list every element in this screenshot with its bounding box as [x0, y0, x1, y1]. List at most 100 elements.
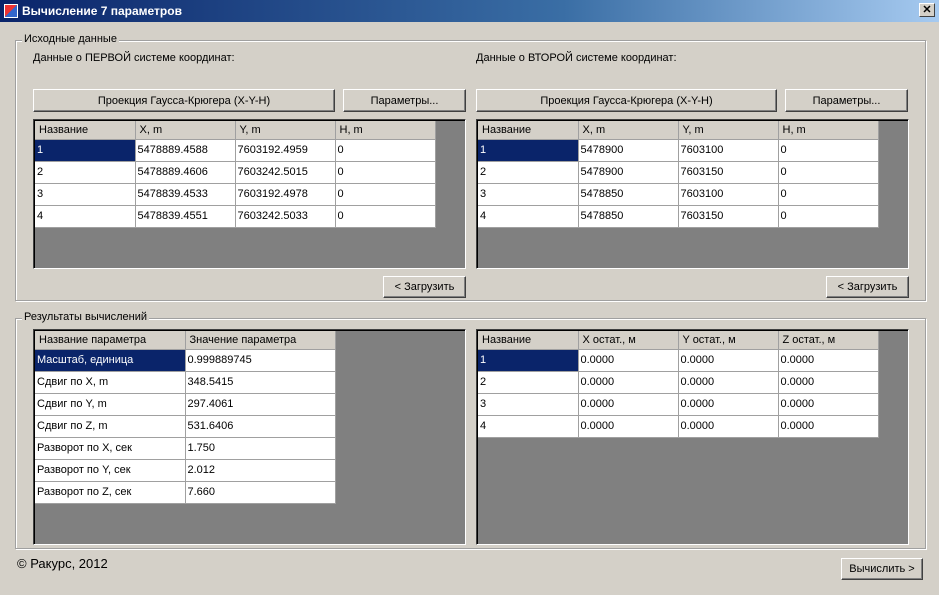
table-cell[interactable]: 4: [478, 205, 579, 228]
column-header[interactable]: H, m: [335, 121, 436, 140]
first-params-button[interactable]: Параметры...: [343, 89, 466, 112]
table-cell[interactable]: 0: [778, 139, 879, 162]
table-cell[interactable]: Сдвиг по X, m: [35, 371, 186, 394]
title-bar[interactable]: Вычисление 7 параметров ✕: [0, 0, 939, 22]
column-header[interactable]: X, m: [578, 121, 679, 140]
column-header[interactable]: H, m: [778, 121, 879, 140]
table-cell[interactable]: Разворот по X, сек: [35, 437, 186, 460]
table-cell[interactable]: 0: [335, 139, 436, 162]
table-row[interactable]: 2 0.0000 0.0000 0.0000: [478, 371, 879, 394]
column-header[interactable]: Название: [478, 121, 579, 140]
second-params-button[interactable]: Параметры...: [785, 89, 908, 112]
table-cell[interactable]: 4: [478, 415, 579, 438]
table-cell[interactable]: 0: [778, 205, 879, 228]
table-cell[interactable]: Сдвиг по Z, m: [35, 415, 186, 438]
table-cell[interactable]: 0.0000: [678, 415, 779, 438]
table-cell[interactable]: Масштаб, единица: [35, 349, 186, 372]
table-cell[interactable]: 3: [478, 393, 579, 416]
table-cell[interactable]: 7.660: [185, 481, 336, 504]
table-cell[interactable]: 7603192.4978: [235, 183, 336, 206]
params-grid[interactable]: Название параметра Значение параметра Масш…: [33, 329, 466, 545]
table-row[interactable]: Разворот по Z, сек 7.660: [35, 481, 336, 504]
table-cell[interactable]: 5478850: [578, 183, 679, 206]
table-cell[interactable]: 5478900: [578, 161, 679, 184]
table-cell[interactable]: 3: [478, 183, 579, 206]
table-cell[interactable]: 7603150: [678, 205, 779, 228]
table-row[interactable]: 1 5478889.4588 7603192.4959 0: [35, 139, 436, 162]
table-cell[interactable]: 0.0000: [678, 349, 779, 372]
second-coords-grid[interactable]: Название X, m Y, m H, m 1 5478900 7603100 0 2 547…: [476, 119, 909, 269]
column-header[interactable]: Название: [478, 331, 579, 350]
table-cell[interactable]: 0.0000: [678, 393, 779, 416]
column-header[interactable]: Название параметра: [35, 331, 186, 350]
table-row[interactable]: 2 5478889.4606 7603242.5015 0: [35, 161, 436, 184]
table-cell[interactable]: 7603100: [678, 139, 779, 162]
column-header[interactable]: Y остат., м: [678, 331, 779, 350]
table-row[interactable]: 4 5478839.4551 7603242.5033 0: [35, 205, 436, 228]
table-cell[interactable]: 0.0000: [678, 371, 779, 394]
table-row[interactable]: Сдвиг по Z, m 531.6406: [35, 415, 336, 438]
table-row[interactable]: Сдвиг по Y, m 297.4061: [35, 393, 336, 416]
table-cell[interactable]: 0.0000: [578, 349, 679, 372]
table-cell[interactable]: 7603192.4959: [235, 139, 336, 162]
table-cell[interactable]: 531.6406: [185, 415, 336, 438]
table-row[interactable]: 2 5478900 7603150 0: [478, 161, 879, 184]
table-cell[interactable]: 0.0000: [578, 393, 679, 416]
table-cell[interactable]: 5478839.4533: [135, 183, 236, 206]
table-row[interactable]: 4 5478850 7603150 0: [478, 205, 879, 228]
table-cell[interactable]: Сдвиг по Y, m: [35, 393, 186, 416]
column-header[interactable]: X, m: [135, 121, 236, 140]
column-header[interactable]: Название: [35, 121, 136, 140]
table-row[interactable]: 4 0.0000 0.0000 0.0000: [478, 415, 879, 438]
table-cell[interactable]: 0.0000: [578, 415, 679, 438]
table-row[interactable]: 1 5478900 7603100 0: [478, 139, 879, 162]
table-cell[interactable]: 2: [478, 161, 579, 184]
table-row[interactable]: 3 5478850 7603100 0: [478, 183, 879, 206]
table-row[interactable]: 3 0.0000 0.0000 0.0000: [478, 393, 879, 416]
table-cell[interactable]: 348.5415: [185, 371, 336, 394]
first-load-button[interactable]: < Загрузить: [383, 276, 466, 298]
column-header[interactable]: Z остат., м: [778, 331, 879, 350]
first-coords-grid[interactable]: Название X, m Y, m H, m 1 5478889.4588 7603192…: [33, 119, 466, 269]
table-cell[interactable]: 5478850: [578, 205, 679, 228]
table-cell[interactable]: 7603150: [678, 161, 779, 184]
table-cell[interactable]: 2: [35, 161, 136, 184]
second-projection-button[interactable]: Проекция Гаусса-Крюгера (X-Y-H): [476, 89, 777, 112]
table-cell[interactable]: 0.0000: [778, 415, 879, 438]
table-cell[interactable]: 3: [35, 183, 136, 206]
table-cell[interactable]: Разворот по Y, сек: [35, 459, 186, 482]
table-cell[interactable]: 297.4061: [185, 393, 336, 416]
table-cell[interactable]: 0: [335, 161, 436, 184]
table-cell[interactable]: 0.0000: [778, 393, 879, 416]
table-cell[interactable]: 5478900: [578, 139, 679, 162]
table-cell[interactable]: 2.012: [185, 459, 336, 482]
table-cell[interactable]: 0.999889745: [185, 349, 336, 372]
column-header[interactable]: X остат., м: [578, 331, 679, 350]
table-cell[interactable]: Разворот по Z, сек: [35, 481, 186, 504]
column-header[interactable]: Значение параметра: [185, 331, 336, 350]
table-row[interactable]: 1 0.0000 0.0000 0.0000: [478, 349, 879, 372]
table-cell[interactable]: 0.0000: [778, 371, 879, 394]
table-cell[interactable]: 7603242.5033: [235, 205, 336, 228]
table-cell[interactable]: 4: [35, 205, 136, 228]
table-row[interactable]: Разворот по Y, сек 2.012: [35, 459, 336, 482]
second-load-button[interactable]: < Загрузить: [826, 276, 909, 298]
table-cell[interactable]: 1.750: [185, 437, 336, 460]
table-cell[interactable]: 0: [335, 183, 436, 206]
table-cell[interactable]: 2: [478, 371, 579, 394]
table-cell[interactable]: 7603100: [678, 183, 779, 206]
table-cell[interactable]: 1: [35, 139, 136, 162]
table-cell[interactable]: 0: [778, 161, 879, 184]
close-button[interactable]: ✕: [919, 3, 935, 17]
table-cell[interactable]: 0.0000: [778, 349, 879, 372]
table-cell[interactable]: 1: [478, 349, 579, 372]
table-cell[interactable]: 0: [335, 205, 436, 228]
table-cell[interactable]: 5478839.4551: [135, 205, 236, 228]
table-row[interactable]: Масштаб, единица 0.999889745: [35, 349, 336, 372]
column-header[interactable]: Y, m: [678, 121, 779, 140]
table-cell[interactable]: 5478889.4606: [135, 161, 236, 184]
calculate-button[interactable]: Вычислить >: [841, 558, 923, 580]
table-cell[interactable]: 1: [478, 139, 579, 162]
table-row[interactable]: Сдвиг по X, m 348.5415: [35, 371, 336, 394]
